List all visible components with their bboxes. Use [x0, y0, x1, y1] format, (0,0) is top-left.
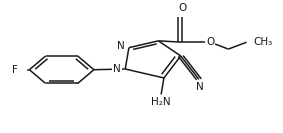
Text: N: N [196, 82, 204, 92]
Text: O: O [206, 37, 214, 47]
Text: CH₃: CH₃ [254, 37, 273, 47]
Text: N: N [113, 64, 121, 74]
Text: H₂N: H₂N [151, 97, 171, 107]
Text: F: F [12, 65, 18, 75]
Text: O: O [178, 3, 186, 13]
Text: N: N [117, 41, 125, 51]
